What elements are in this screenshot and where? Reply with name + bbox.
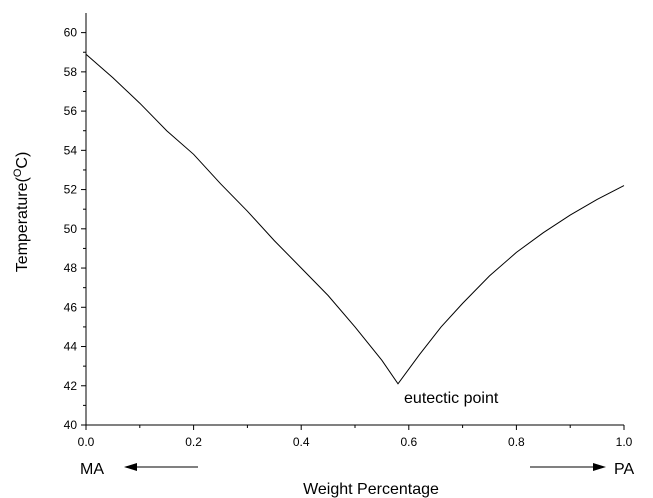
- x-tick-label: 0.4: [293, 435, 310, 449]
- y-tick-label: 46: [64, 300, 78, 314]
- right-arrow-icon: [530, 463, 606, 471]
- y-tick-label: 48: [64, 261, 78, 275]
- y-tick-label: 60: [64, 26, 78, 40]
- pa-label: PA: [614, 461, 634, 478]
- y-tick-label: 50: [64, 222, 78, 236]
- y-axis-title-unit: C): [14, 152, 31, 169]
- y-axis-title-main: Temperature(: [14, 176, 31, 272]
- x-tick-label: 0.6: [400, 435, 417, 449]
- x-tick-label: 0.8: [508, 435, 525, 449]
- y-tick-label: 58: [64, 65, 78, 79]
- x-axis-title: Weight Percentage: [303, 481, 439, 498]
- left-arrow-icon: [124, 463, 198, 471]
- y-axis-title: Temperature(OC): [12, 152, 31, 273]
- y-tick-label: 40: [64, 418, 78, 432]
- x-tick-label: 0.2: [185, 435, 202, 449]
- x-tick-label: 0.0: [78, 435, 95, 449]
- x-axis-ticks: 0.0 0.2 0.4 0.6 0.8 1.0: [78, 425, 633, 449]
- ma-label: MA: [80, 461, 104, 478]
- y-axis-title-superscript: O: [12, 168, 24, 177]
- y-tick-label: 42: [64, 379, 78, 393]
- y-tick-label: 44: [64, 340, 78, 354]
- y-tick-label: 54: [64, 143, 78, 157]
- y-tick-label: 52: [64, 183, 78, 197]
- temperature-curve: [85, 53, 625, 385]
- y-axis-ticks: 40 42 44 46 48 50 52 54 56 58 60: [64, 26, 86, 432]
- y-tick-label: 56: [64, 104, 78, 118]
- x-tick-label: 1.0: [616, 435, 633, 449]
- eutectic-point-label: eutectic point: [404, 390, 499, 407]
